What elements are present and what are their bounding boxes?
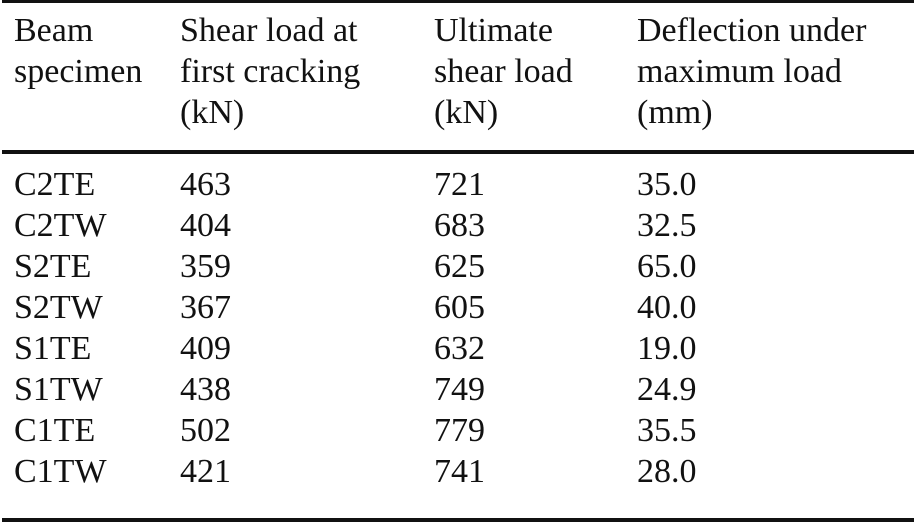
table-row: C1TE 502 779 35.5 (0, 410, 918, 451)
cell-deflection: 35.0 (637, 166, 697, 203)
cell-ultimate: 741 (434, 453, 485, 490)
header-rule (2, 150, 914, 154)
cell-first-cracking: 421 (180, 453, 231, 490)
header-first-cracking-load: Shear load at first cracking (kN) (180, 12, 361, 131)
cell-deflection: 19.0 (637, 330, 697, 367)
cell-ultimate: 632 (434, 330, 485, 367)
table-header-row: Beam specimen Shear load at first cracki… (0, 10, 918, 145)
cell-deflection: 40.0 (637, 289, 697, 326)
cell-ultimate: 749 (434, 371, 485, 408)
table-row: C2TE 463 721 35.0 (0, 164, 918, 205)
cell-first-cracking: 409 (180, 330, 231, 367)
table-row: C1TW 421 741 28.0 (0, 451, 918, 492)
cell-first-cracking: 463 (180, 166, 231, 203)
table-row: S2TE 359 625 65.0 (0, 246, 918, 287)
cell-ultimate: 605 (434, 289, 485, 326)
table-body: C2TE 463 721 35.0 C2TW 404 683 32.5 S2TE… (0, 164, 918, 492)
cell-first-cracking: 359 (180, 248, 231, 285)
cell-first-cracking: 404 (180, 207, 231, 244)
cell-specimen: C2TE (14, 166, 96, 203)
cell-deflection: 35.5 (637, 412, 697, 449)
cell-deflection: 24.9 (637, 371, 697, 408)
cell-first-cracking: 438 (180, 371, 231, 408)
top-rule (2, 0, 914, 3)
cell-specimen: S2TE (14, 248, 92, 285)
cell-first-cracking: 367 (180, 289, 231, 326)
bottom-rule (2, 518, 914, 522)
cell-specimen: C2TW (14, 207, 107, 244)
cell-first-cracking: 502 (180, 412, 231, 449)
cell-deflection: 32.5 (637, 207, 697, 244)
cell-deflection: 28.0 (637, 453, 697, 490)
cell-specimen: C1TW (14, 453, 107, 490)
cell-ultimate: 625 (434, 248, 485, 285)
cell-specimen: S2TW (14, 289, 103, 326)
header-ultimate-shear-load: Ultimate shear load (kN) (434, 12, 573, 131)
header-beam-specimen: Beam specimen (14, 12, 143, 90)
table-row: C2TW 404 683 32.5 (0, 205, 918, 246)
cell-specimen: S1TE (14, 330, 92, 367)
cell-specimen: C1TE (14, 412, 96, 449)
cell-ultimate: 683 (434, 207, 485, 244)
cell-ultimate: 779 (434, 412, 485, 449)
table-row: S2TW 367 605 40.0 (0, 287, 918, 328)
cell-specimen: S1TW (14, 371, 103, 408)
table-row: S1TW 438 749 24.9 (0, 369, 918, 410)
cell-ultimate: 721 (434, 166, 485, 203)
cell-deflection: 65.0 (637, 248, 697, 285)
table-row: S1TE 409 632 19.0 (0, 328, 918, 369)
header-deflection: Deflection under maximum load (mm) (637, 12, 867, 131)
